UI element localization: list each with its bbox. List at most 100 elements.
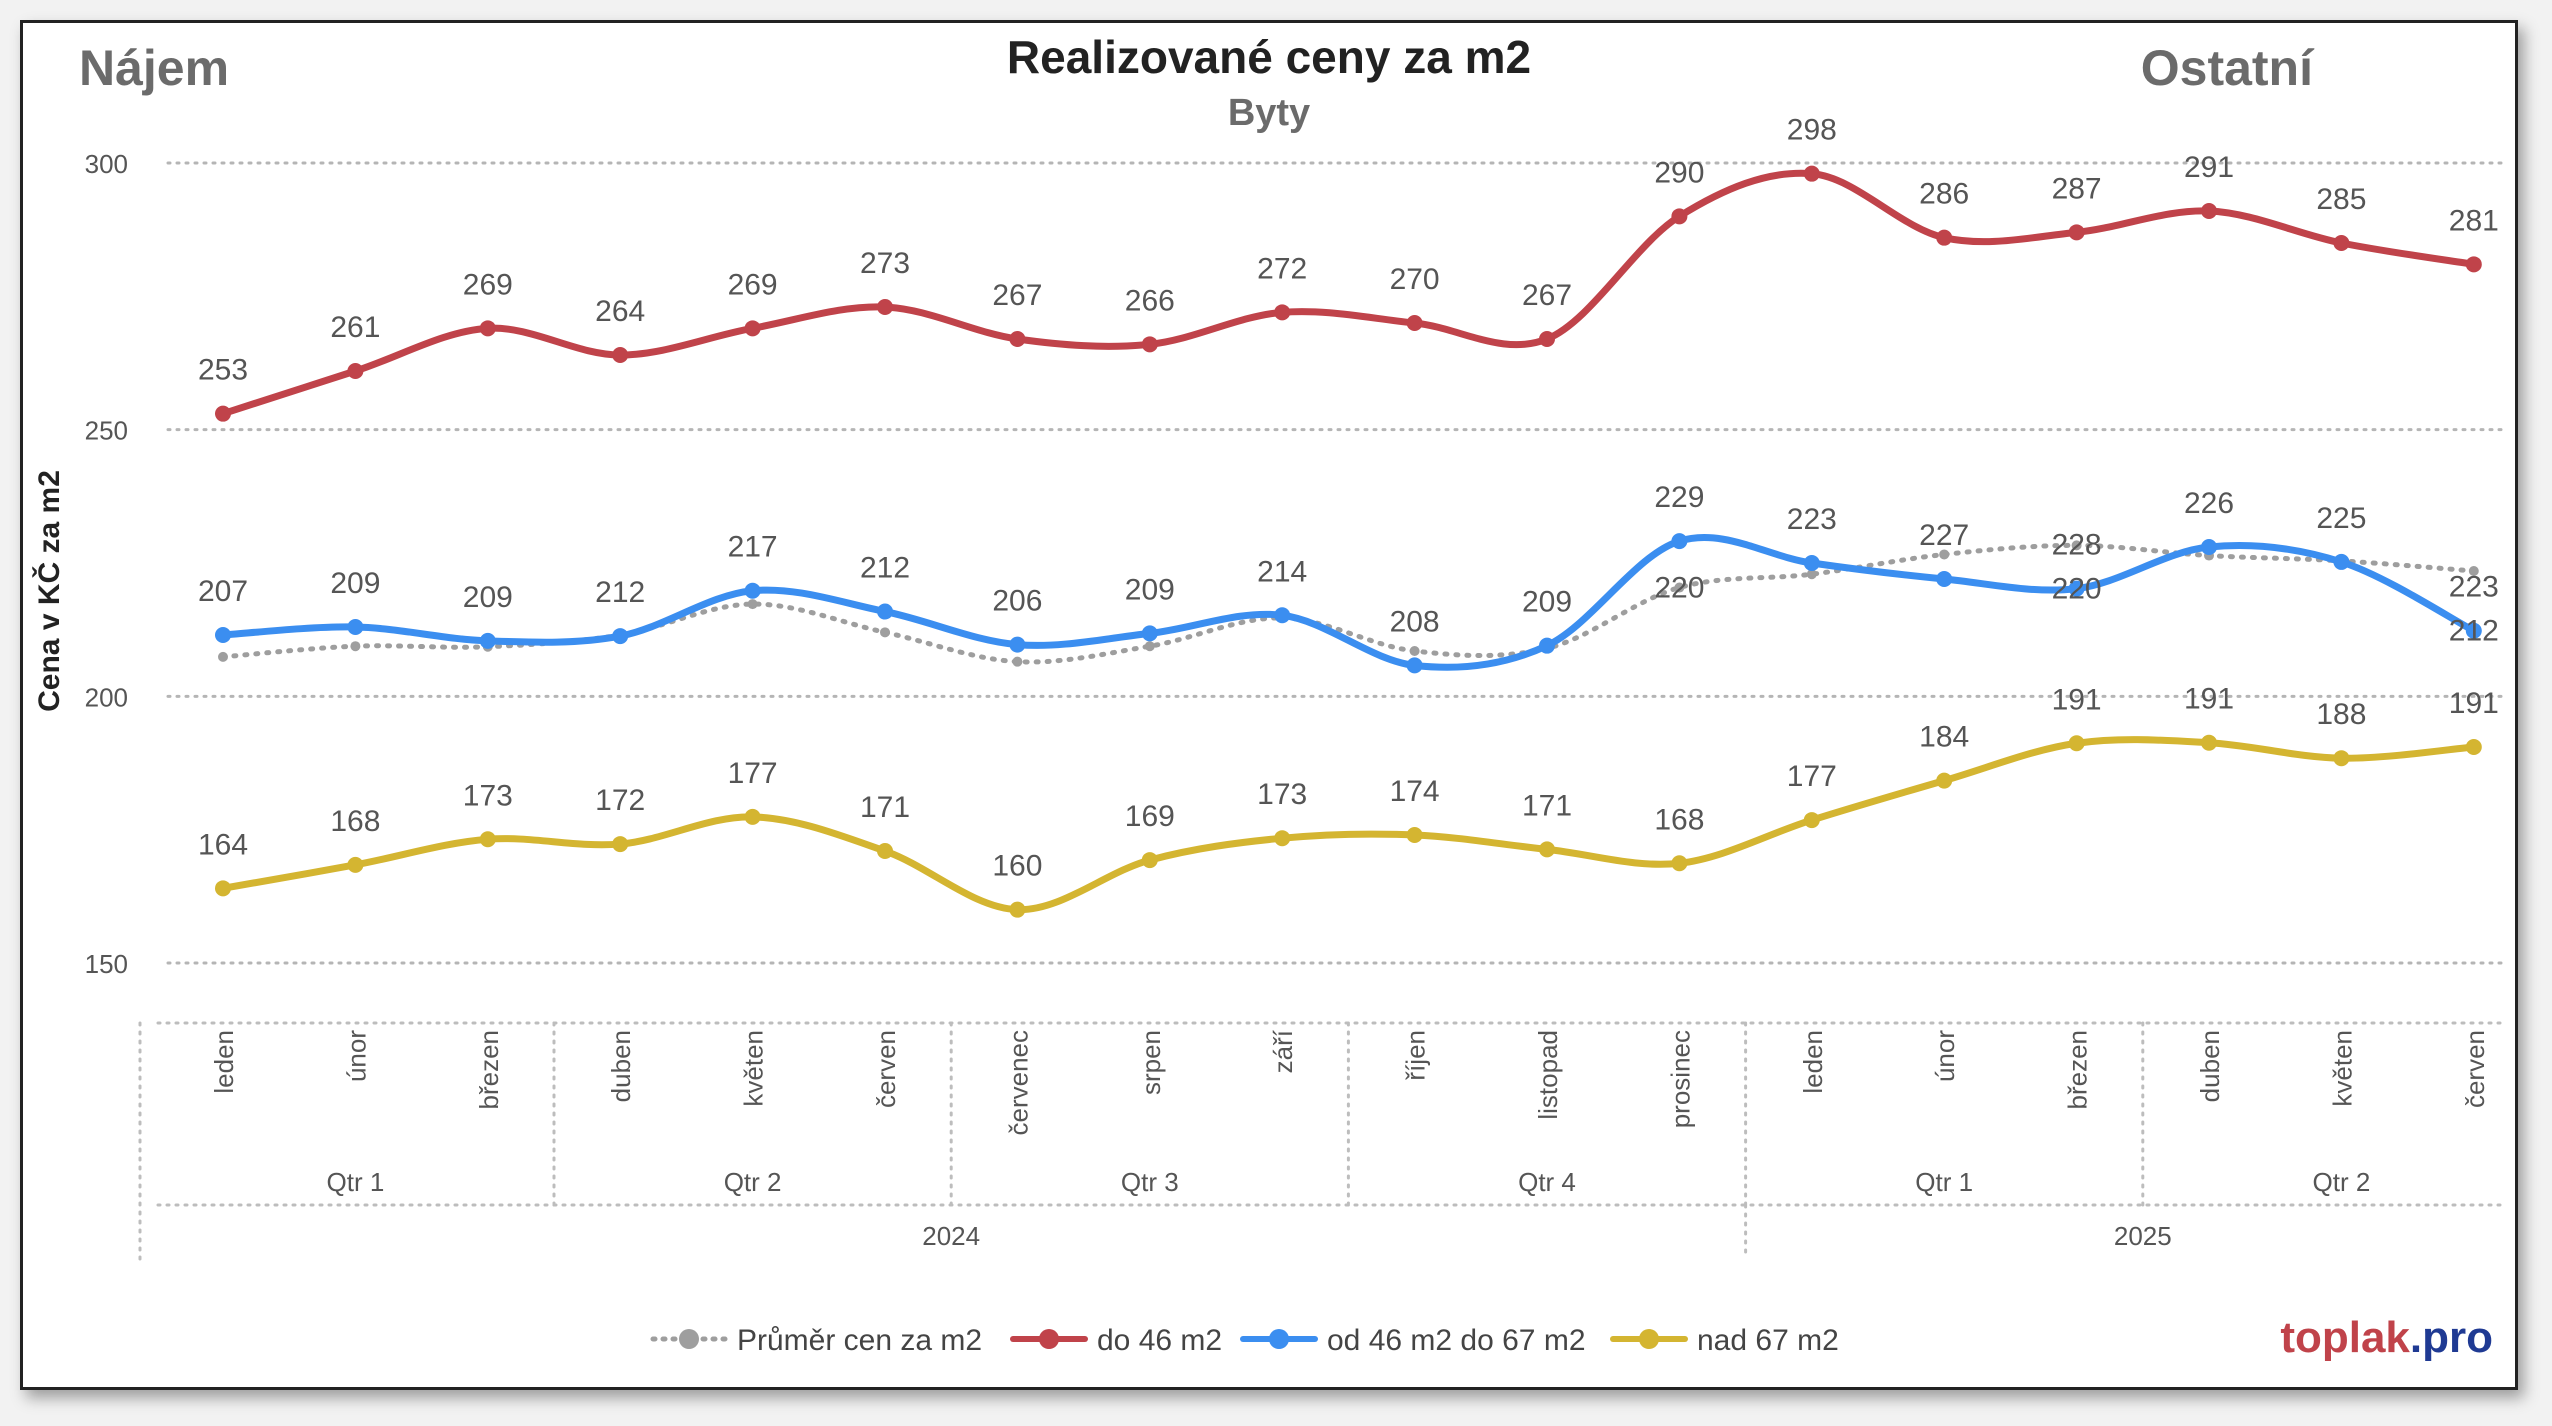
data-label: 209 [1125, 573, 1175, 606]
data-label: 214 [1257, 555, 1307, 588]
data-point [479, 831, 496, 848]
data-label: 191 [2449, 687, 2499, 720]
data-label: 208 [1390, 605, 1440, 638]
data-label: 228 [2052, 529, 2102, 562]
data-label: 272 [1257, 252, 1307, 285]
data-label: 269 [728, 268, 778, 301]
data-point [2333, 553, 2350, 570]
data-point [1274, 830, 1291, 847]
data-label: 267 [992, 279, 1042, 312]
data-label: 285 [2316, 183, 2366, 216]
y-tick-label: 250 [85, 416, 128, 446]
data-point [347, 363, 364, 379]
legend-marker [1269, 1329, 1289, 1349]
data-point [2465, 622, 2482, 639]
data-point [1539, 841, 1555, 858]
legend-item: nad 67 m2 [1610, 1324, 1839, 1357]
quarter-label: Qtr 1 [1915, 1167, 1973, 1197]
data-point [2468, 566, 2479, 576]
data-label: 209 [463, 581, 513, 614]
data-label: 209 [330, 567, 380, 600]
data-point [612, 836, 629, 853]
data-point [877, 603, 893, 620]
data-label: 174 [1390, 775, 1440, 808]
data-label: 168 [330, 805, 380, 838]
data-point [1406, 657, 1423, 674]
legend-item: Průměr cen za m2 [650, 1324, 982, 1357]
data-label-layer: 253 261 269 264 269 273 267 266 272 270 267 290 298 2… [198, 114, 2499, 883]
series-2 [215, 533, 2482, 674]
data-label: 227 [1919, 519, 1969, 552]
x-tick-label: srpen [1136, 1030, 1166, 1095]
data-label: 168 [1654, 803, 1704, 836]
data-point [1141, 625, 1158, 642]
data-label: 264 [595, 295, 645, 328]
data-label: 287 [2052, 172, 2102, 205]
data-label: 171 [860, 791, 910, 824]
quarter-label: Qtr 2 [2313, 1167, 2371, 1197]
x-tick-label: únor [341, 1030, 371, 1082]
data-label: 269 [463, 268, 513, 301]
data-point [1141, 852, 1158, 869]
legend-marker [1039, 1329, 1059, 1349]
chart-title: Realizované ceny za m2 [1007, 31, 1531, 83]
data-point [1803, 555, 1820, 571]
data-point [1671, 855, 1688, 872]
legend-item: do 46 m2 [1010, 1324, 1222, 1357]
series-line [219, 534, 2478, 671]
x-tick-label: březen [474, 1030, 504, 1110]
data-point [1012, 656, 1023, 667]
data-point [1009, 636, 1026, 653]
data-point [880, 627, 890, 638]
chart-frame: 150 200 250 300 leden únor březen duben květen č… [20, 20, 2518, 1390]
data-label: 160 [992, 850, 1042, 883]
data-point [350, 641, 361, 652]
data-label: 206 [992, 585, 1042, 618]
y-tick-label: 200 [85, 682, 128, 712]
data-point [2068, 735, 2085, 752]
axis-layer: leden únor březen duben květen červen červenec… [138, 1021, 2503, 1261]
data-label: 286 [1919, 178, 1969, 211]
data-point [215, 880, 231, 897]
x-tick-label: duben [606, 1030, 636, 1102]
data-label: 229 [1654, 481, 1704, 514]
year-label: 2025 [2114, 1221, 2172, 1251]
x-tick-label: listopad [1533, 1030, 1563, 1120]
data-label: 172 [595, 784, 645, 817]
data-label: 212 [860, 552, 910, 585]
x-tick-label: leden [1798, 1030, 1828, 1094]
data-point [1939, 549, 1950, 560]
data-point [877, 299, 893, 315]
data-point [1671, 533, 1688, 550]
data-point [347, 619, 364, 635]
legend: Průměr cen za m2 do 46 m2 od 46 m2 do 67 m… [650, 1324, 1839, 1357]
series-1 [215, 165, 2482, 422]
data-label: 212 [595, 576, 645, 609]
data-point [1803, 812, 1820, 829]
data-label: 177 [728, 757, 778, 790]
x-tick-label: leden [209, 1030, 239, 1094]
x-tick-label: březen [2063, 1030, 2093, 1110]
data-point [1539, 637, 1555, 654]
data-label: 281 [2449, 204, 2499, 237]
data-point [2465, 739, 2482, 755]
x-tick-label: duben [2195, 1030, 2225, 1102]
legend-label: do 46 m2 [1097, 1324, 1222, 1357]
data-label: 270 [1390, 263, 1440, 296]
legend-marker [1639, 1329, 1659, 1349]
data-label: 209 [1522, 586, 1572, 619]
series-layer [215, 165, 2482, 918]
data-point [747, 599, 758, 610]
data-point [877, 843, 893, 859]
data-point [2333, 235, 2350, 251]
quarter-label: Qtr 2 [724, 1167, 782, 1197]
data-point [1141, 336, 1158, 353]
data-label: 188 [2316, 698, 2366, 731]
data-point [2333, 750, 2350, 767]
data-point [1671, 208, 1688, 225]
legend-label: Průměr cen za m2 [737, 1324, 982, 1357]
data-point [215, 405, 231, 422]
data-label: 212 [2449, 615, 2499, 648]
brand-domain: .pro [2409, 1313, 2493, 1362]
data-point [2465, 256, 2482, 273]
